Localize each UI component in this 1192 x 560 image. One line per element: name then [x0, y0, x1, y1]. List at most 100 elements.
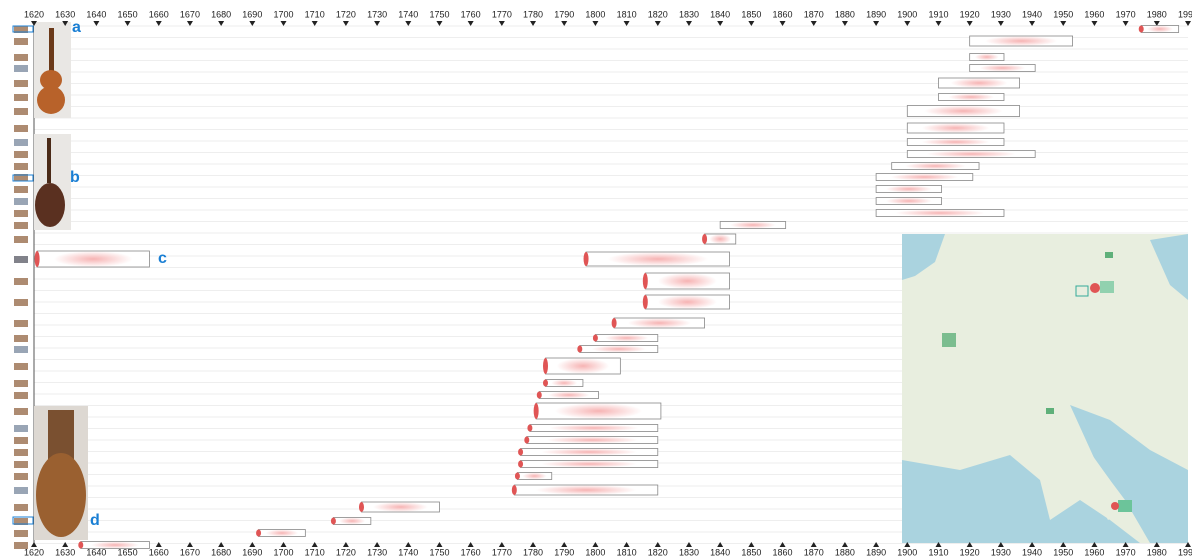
bar-glow — [523, 473, 547, 480]
start-marker — [543, 358, 548, 374]
bar-glow — [592, 346, 647, 353]
row-thumbnail — [14, 437, 28, 444]
start-marker — [35, 251, 40, 267]
start-marker — [256, 530, 261, 537]
x-tick-label-bottom: 1920 — [960, 547, 980, 557]
x-tick-label-bottom: 1910 — [928, 547, 948, 557]
bar-glow — [541, 449, 637, 456]
x-tick-label-top: 1910 — [928, 9, 948, 19]
x-tick-label-top: 1650 — [118, 9, 138, 19]
x-tick-label-top: 1850 — [741, 9, 761, 19]
start-marker — [643, 295, 648, 309]
bar-glow — [980, 65, 1026, 72]
row-thumbnail — [14, 504, 28, 511]
x-tick-label-top: 1740 — [398, 9, 418, 19]
row-thumbnail — [14, 299, 28, 306]
x-tick-label-top: 1720 — [336, 9, 356, 19]
x-tick-label-top: 1980 — [1147, 9, 1167, 19]
bar-glow — [548, 392, 589, 399]
x-tick-label-bottom: 1850 — [741, 547, 761, 557]
row-thumbnail — [14, 408, 28, 415]
bar-glow — [608, 252, 708, 266]
start-marker — [593, 335, 598, 342]
row-thumbnail — [14, 198, 28, 205]
row-thumbnail — [14, 108, 28, 115]
x-tick-label-top: 1950 — [1053, 9, 1073, 19]
row-thumbnail — [14, 278, 28, 285]
bar-glow — [905, 163, 966, 170]
x-tick-label-bottom: 1790 — [554, 547, 574, 557]
x-tick-label-bottom: 1980 — [1147, 547, 1167, 557]
start-marker — [534, 403, 539, 419]
row-thumbnail — [14, 94, 28, 101]
bar-glow — [922, 123, 990, 133]
x-tick-label-top: 1670 — [180, 9, 200, 19]
bar-glow — [91, 542, 139, 549]
x-tick-label-top: 1640 — [86, 9, 106, 19]
bar-glow — [373, 502, 428, 512]
bar-glow — [546, 437, 638, 444]
start-marker — [359, 502, 364, 512]
annotation-label: c — [158, 250, 167, 267]
bar-glow — [536, 485, 636, 495]
x-tick-label-bottom: 1740 — [398, 547, 418, 557]
x-tick-label-top: 1780 — [523, 9, 543, 19]
photo-lute — [48, 410, 74, 460]
row-thumbnail — [14, 236, 28, 243]
bar-glow — [709, 234, 731, 244]
x-tick-label-top: 1750 — [429, 9, 449, 19]
row-thumbnail — [14, 461, 28, 468]
x-tick-label-top: 1770 — [492, 9, 512, 19]
row-thumbnail — [14, 392, 28, 399]
map — [902, 234, 1188, 543]
x-tick-label-top: 1870 — [804, 9, 824, 19]
x-tick-label-bottom: 1880 — [835, 547, 855, 557]
row-thumbnail — [14, 125, 28, 132]
bar-glow — [541, 461, 637, 468]
row-thumbnail — [14, 139, 28, 146]
x-tick-label-bottom: 1780 — [523, 547, 543, 557]
x-tick-label-bottom: 1810 — [617, 547, 637, 557]
bar-glow — [658, 295, 717, 309]
x-tick-label-bottom: 1670 — [180, 547, 200, 557]
bar-glow — [557, 358, 609, 374]
row-thumbnail — [14, 151, 28, 158]
bar-glow — [551, 380, 577, 387]
row-thumbnail — [14, 163, 28, 170]
x-tick-label-bottom: 1750 — [429, 547, 449, 557]
bar-glow — [948, 94, 994, 101]
x-tick-label-bottom: 1900 — [897, 547, 917, 557]
map-marker — [1111, 502, 1119, 510]
annotation-label: a — [72, 19, 81, 36]
bar-glow — [628, 318, 691, 328]
x-tick-label-bottom: 1700 — [273, 547, 293, 557]
bar-glow — [1147, 26, 1173, 33]
bar-glow — [730, 222, 776, 229]
x-tick-label-bottom: 1820 — [648, 547, 668, 557]
x-tick-label-bottom: 1950 — [1053, 547, 1073, 557]
row-thumbnail — [14, 530, 28, 537]
x-tick-label-bottom: 1890 — [866, 547, 886, 557]
x-tick-label-bottom: 1630 — [55, 547, 75, 557]
row-thumbnail — [14, 363, 28, 370]
start-marker — [537, 392, 542, 399]
row-thumbnail — [14, 186, 28, 193]
x-tick-label-top: 1930 — [991, 9, 1011, 19]
bar-glow — [922, 139, 990, 146]
x-tick-label-top: 1660 — [149, 9, 169, 19]
x-tick-label-bottom: 1860 — [773, 547, 793, 557]
bar-glow — [895, 210, 985, 217]
bar-glow — [555, 403, 642, 419]
x-tick-label-top: 1620 — [24, 9, 44, 19]
row-thumbnail — [14, 449, 28, 456]
start-marker — [527, 425, 532, 432]
x-tick-label-bottom: 1870 — [804, 547, 824, 557]
x-tick-label-top: 1680 — [211, 9, 231, 19]
x-tick-label-top: 1760 — [461, 9, 481, 19]
x-tick-label-top: 1800 — [585, 9, 605, 19]
bar-glow — [886, 198, 932, 205]
x-tick-label-bottom: 1620 — [24, 547, 44, 557]
row-thumbnail — [14, 210, 28, 217]
map-marker — [1090, 283, 1100, 293]
start-marker — [518, 449, 523, 456]
